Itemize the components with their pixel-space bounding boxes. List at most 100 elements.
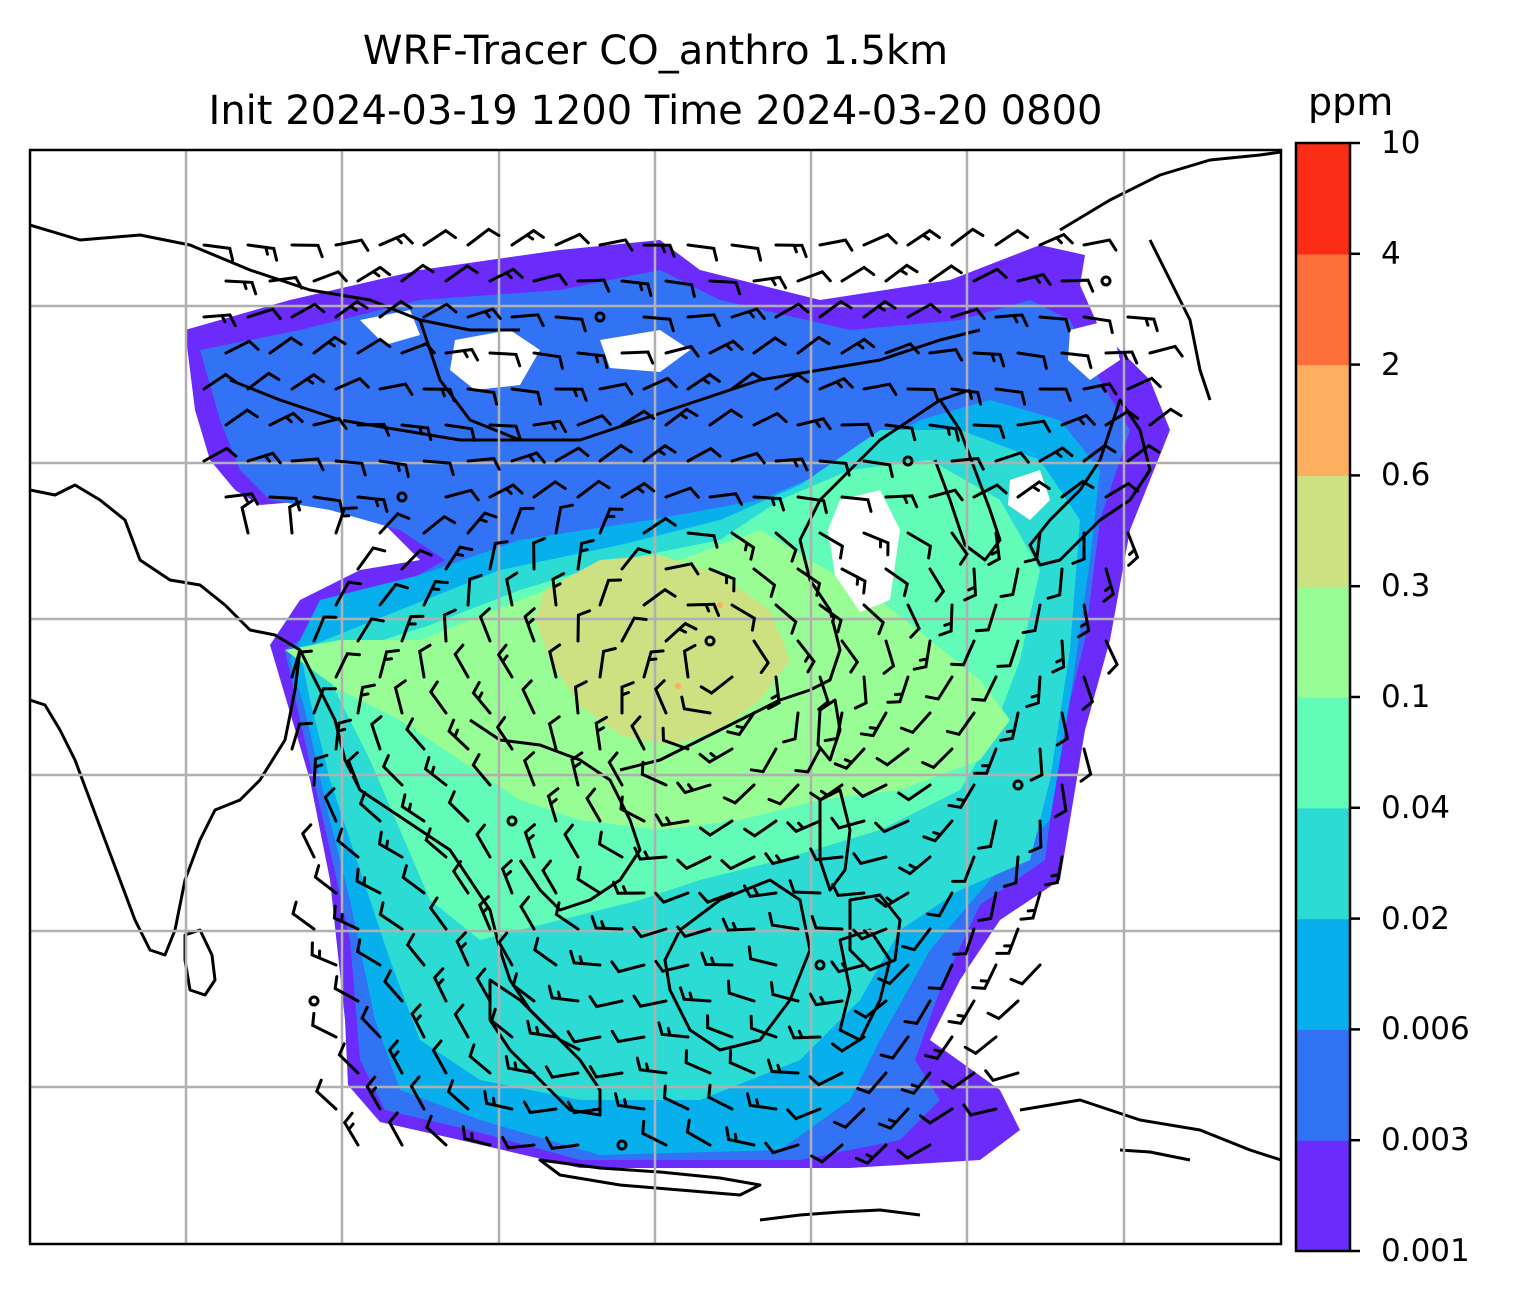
wind-barb	[576, 609, 592, 643]
wind-barb	[356, 337, 392, 355]
wind-barb	[370, 715, 383, 751]
wind-barb	[986, 999, 1020, 1021]
wind-barb	[607, 751, 624, 787]
wind-barb	[224, 279, 258, 296]
wind-barb	[400, 793, 426, 823]
wind-barb	[202, 446, 238, 463]
wind-barb	[877, 1107, 910, 1130]
wind-barb	[730, 451, 766, 465]
wind-barb	[268, 275, 304, 290]
wind-barb	[884, 263, 919, 283]
wind-barb	[334, 299, 369, 319]
wind-barb	[444, 264, 479, 283]
wind-barb	[268, 495, 302, 512]
wind-barb	[859, 711, 888, 738]
gap-northeast	[1068, 320, 1120, 380]
wind-barb	[471, 681, 492, 715]
wind-barb	[996, 639, 1020, 668]
wind-barb	[547, 715, 561, 751]
wind-barb	[830, 1035, 866, 1053]
wind-barb	[831, 883, 866, 897]
wind-barb	[1025, 675, 1042, 708]
wind-barb	[810, 915, 844, 931]
wind-barb	[685, 1118, 712, 1147]
wind-barb	[796, 270, 832, 283]
wind-barb	[995, 927, 1020, 955]
wind-barb	[852, 852, 888, 866]
colorbar-tick-label: 10	[1381, 125, 1421, 161]
wind-barb	[620, 409, 656, 427]
wind-barb	[730, 371, 765, 391]
wind-barb	[523, 607, 536, 643]
wind-barb	[840, 495, 873, 513]
wind-barb	[478, 607, 492, 643]
wind-barb	[523, 823, 536, 859]
wind-barb	[640, 760, 668, 787]
calm-wind-marker	[704, 635, 716, 647]
wind-barb	[505, 571, 519, 607]
wind-barb	[774, 531, 798, 563]
wind-barb	[856, 1071, 888, 1095]
wind-barb	[897, 783, 932, 802]
wind-barb	[774, 372, 809, 391]
wind-barb	[928, 423, 960, 442]
colorbar-segment	[1296, 1140, 1350, 1252]
wind-barb	[746, 1092, 778, 1111]
wind-barb	[840, 337, 876, 355]
wind-barb	[1060, 413, 1096, 427]
wind-barb	[708, 339, 744, 355]
wind-barb	[722, 783, 756, 805]
wind-barb	[598, 443, 633, 463]
wind-barb	[401, 864, 426, 895]
wind-barb	[1060, 351, 1093, 369]
wind-barb	[496, 643, 514, 679]
wind-barb	[664, 407, 699, 427]
wind-barb	[521, 679, 536, 715]
wind-barb	[654, 813, 690, 827]
wind-barb	[522, 1100, 558, 1115]
calm-wind-marker	[308, 995, 320, 1007]
wind-barb	[630, 715, 646, 751]
wind-barb	[679, 986, 712, 1003]
wind-barb	[1148, 344, 1184, 358]
colorbar-tick-label: 4	[1381, 235, 1401, 272]
wind-barb	[884, 423, 917, 442]
wind-barb	[410, 1003, 426, 1039]
wind-barb	[818, 238, 854, 252]
wind-barb	[554, 901, 580, 931]
wind-barb	[725, 1126, 756, 1147]
colorbar-tick-label: 0.3	[1381, 568, 1431, 605]
wind-barb	[686, 313, 721, 328]
wind-barb	[444, 347, 480, 362]
wind-barb	[576, 351, 609, 369]
wind-barb	[708, 567, 736, 593]
wind-barb	[972, 423, 1006, 439]
calm-wind-marker	[396, 491, 408, 503]
wind-barb	[642, 516, 677, 535]
wind-barb	[950, 307, 986, 321]
wind-barb	[808, 1071, 844, 1087]
wind-barb	[545, 1136, 580, 1151]
wind-barb	[794, 747, 822, 774]
wind-barb	[950, 639, 976, 667]
wind-barb	[202, 243, 235, 262]
wind-barb	[620, 279, 653, 297]
wind-barb	[852, 783, 888, 799]
wind-barb	[747, 945, 778, 967]
coast-sri-lanka	[183, 928, 217, 997]
coast-kamchatka-north	[1148, 239, 1212, 401]
wind-barb	[598, 382, 634, 396]
wind-barb	[240, 499, 254, 535]
colorbar-tick-label: 0.02	[1381, 900, 1451, 937]
wind-barb	[532, 480, 567, 499]
wind-barb	[312, 495, 344, 514]
wind-barb	[664, 562, 700, 576]
wind-barb	[899, 711, 932, 735]
wind-barb	[444, 545, 474, 571]
wind-barb	[453, 643, 470, 679]
wind-barb	[1082, 382, 1118, 396]
wind-barb	[334, 652, 361, 679]
wind-barb	[422, 514, 457, 535]
colorbar-tick-label: 0.001	[1381, 1233, 1470, 1269]
wind-barb	[576, 865, 602, 895]
